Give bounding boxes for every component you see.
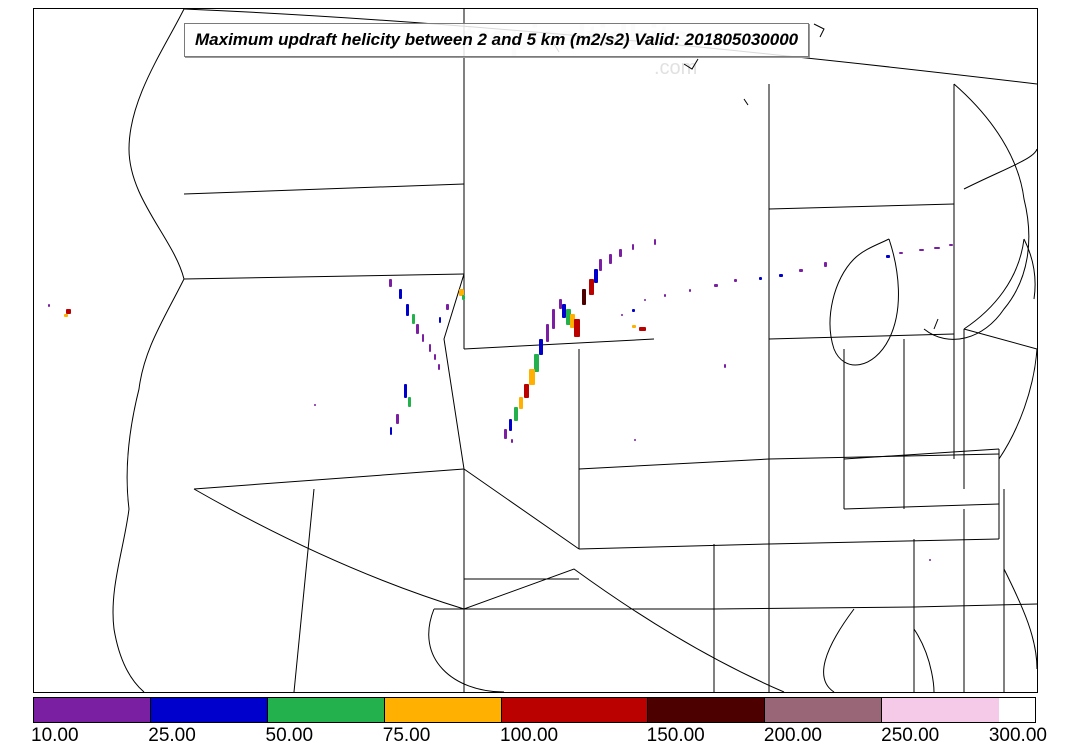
storm-point: [412, 314, 415, 324]
colorbar-tick-300: 300.00: [989, 725, 1047, 745]
storm-point: [824, 262, 827, 267]
storm-point: [408, 397, 411, 407]
colorbar-tick-100: 100.00: [500, 725, 558, 745]
storm-point: [929, 559, 931, 561]
colorbar-segment-200-250: [765, 698, 882, 722]
weather-map-root: tropicaltidbits .com: [0, 0, 1070, 745]
colorbar-segment-150-200: [648, 698, 765, 722]
storm-point: [574, 319, 580, 337]
colorbar-tick-250: 250.00: [881, 725, 939, 745]
storm-point: [621, 314, 623, 316]
colorbar-tick-75: 75.00: [383, 725, 431, 745]
storm-point: [609, 254, 612, 264]
colorbar-segment-100-150: [502, 698, 648, 722]
storm-point: [634, 439, 636, 441]
storm-point: [799, 269, 803, 272]
storm-point: [434, 354, 436, 360]
storm-point: [504, 429, 507, 439]
colorbar-labels: 10.00 25.00 50.00 75.00 100.00 150.00 20…: [33, 723, 1036, 743]
storm-point: [654, 239, 656, 245]
colorbar-segment-10-25: [34, 698, 151, 722]
storm-point: [404, 384, 407, 398]
storm-point: [514, 407, 518, 421]
storm-point: [396, 414, 399, 424]
colorbar-segment-25-50: [151, 698, 268, 722]
colorbar-container: 10.00 25.00 50.00 75.00 100.00 150.00 20…: [33, 697, 1036, 745]
storm-point: [689, 289, 691, 292]
colorbar-tick-10: 10.00: [31, 725, 79, 745]
storm-point: [314, 404, 316, 406]
storm-point: [64, 314, 68, 317]
storm-point: [519, 397, 523, 409]
storm-point: [632, 325, 636, 328]
storm-point: [429, 344, 431, 352]
storm-point: [949, 244, 953, 246]
storm-point: [919, 249, 924, 251]
storm-point: [886, 255, 890, 258]
storm-point: [594, 269, 598, 283]
storm-point: [599, 259, 602, 271]
storm-point: [509, 419, 512, 431]
colorbar-tick-200: 200.00: [764, 725, 822, 745]
storm-point: [399, 289, 402, 299]
colorbar-segment-250-300: [882, 698, 999, 722]
storm-point: [759, 277, 762, 280]
storm-point: [582, 289, 586, 305]
colorbar-tick-150: 150.00: [647, 725, 705, 745]
storm-point: [552, 309, 555, 329]
storm-point: [539, 339, 543, 355]
storm-point: [632, 244, 634, 250]
storm-point: [446, 304, 449, 310]
storm-point: [438, 364, 440, 370]
storm-point: [934, 247, 940, 249]
storm-point: [439, 317, 441, 323]
storm-point: [714, 284, 718, 287]
storm-point: [639, 327, 646, 331]
storm-point: [462, 295, 465, 300]
storm-point: [899, 252, 903, 254]
storm-point: [524, 384, 529, 398]
map-plot-frame: tropicaltidbits .com: [33, 8, 1038, 693]
colorbar-tick-50: 50.00: [266, 725, 314, 745]
storm-point: [664, 294, 666, 297]
colorbar-tick-25: 25.00: [148, 725, 196, 745]
storm-point: [619, 249, 622, 257]
storm-data-overlay: [34, 9, 1037, 692]
colorbar: [33, 697, 1036, 723]
storm-point: [529, 369, 535, 385]
storm-point: [48, 304, 50, 307]
storm-point: [511, 439, 513, 443]
storm-point: [389, 279, 392, 287]
storm-point: [546, 324, 549, 342]
storm-point: [779, 274, 783, 277]
storm-point: [406, 304, 409, 316]
colorbar-segment-50-75: [268, 698, 385, 722]
storm-point: [734, 279, 737, 282]
storm-point: [390, 427, 392, 435]
storm-point: [724, 364, 726, 368]
storm-point: [416, 324, 419, 334]
colorbar-segment-75-100: [385, 698, 502, 722]
storm-point: [644, 299, 646, 301]
storm-point: [632, 309, 635, 312]
title-textbox: Maximum updraft helicity between 2 and 5…: [184, 23, 809, 57]
storm-point: [422, 334, 424, 342]
